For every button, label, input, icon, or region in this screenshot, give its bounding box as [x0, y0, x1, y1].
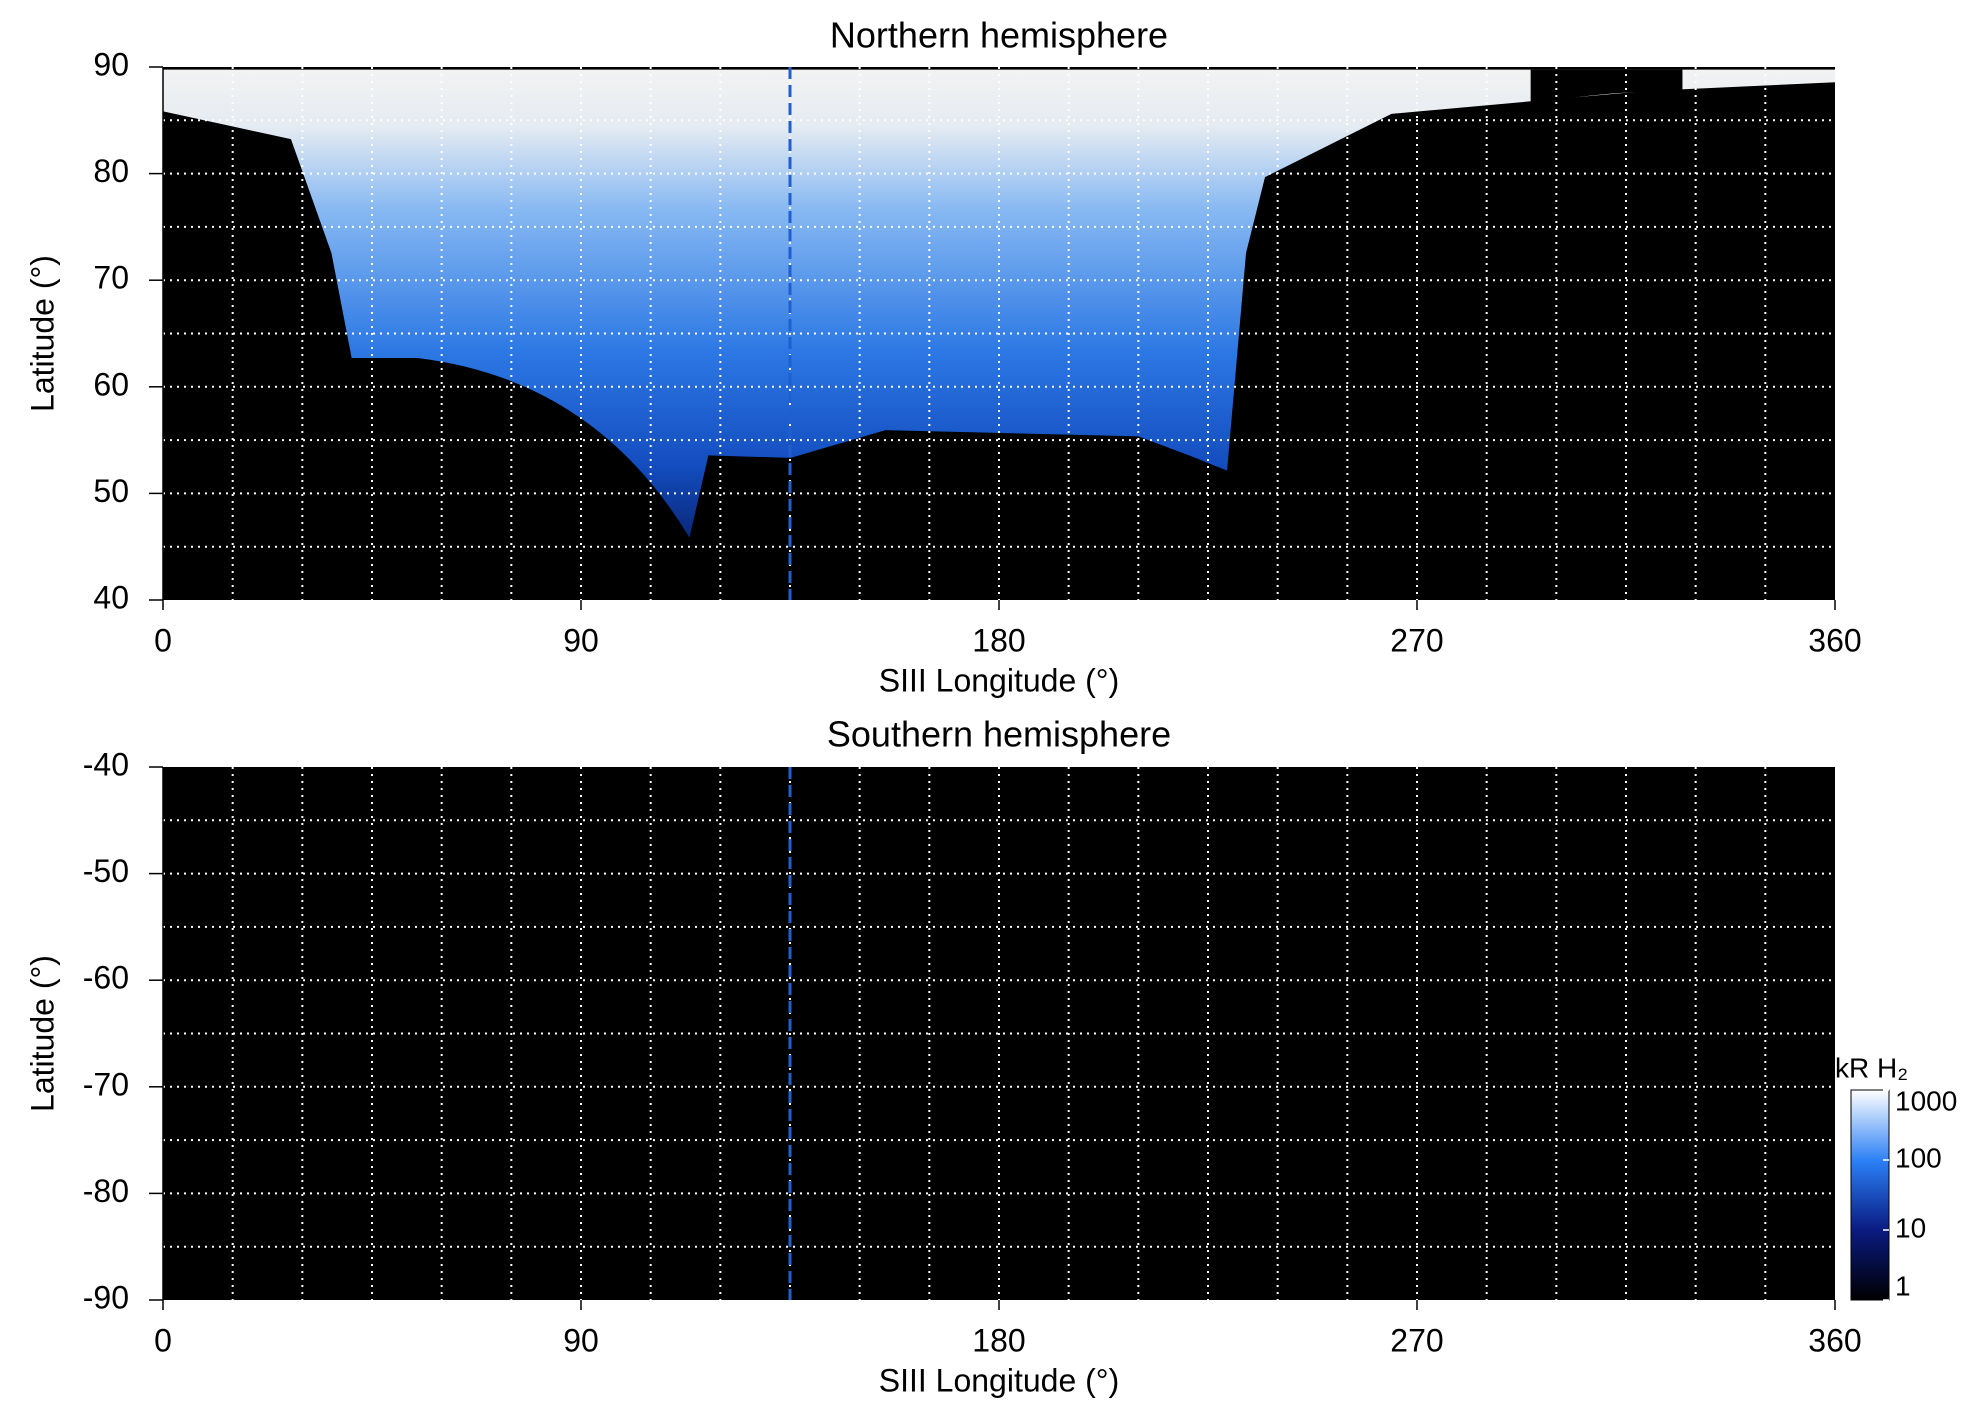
y-tick-label: 60 — [93, 366, 129, 402]
x-tick-label: 360 — [1808, 1322, 1861, 1358]
x-tick-label: 90 — [563, 622, 599, 658]
y-tick-label: -60 — [83, 960, 129, 996]
colorbar-tick-label: 1 — [1895, 1270, 1911, 1301]
colorbar-label: kR H₂ — [1835, 1052, 1908, 1083]
x-tick-label: 360 — [1808, 622, 1861, 658]
y-tick-label: 40 — [93, 579, 129, 615]
colorbar-tick-label: 100 — [1895, 1142, 1942, 1173]
x-tick-label: 90 — [563, 1322, 599, 1358]
y-tick-label: 80 — [93, 153, 129, 189]
chart-title: Northern hemisphere — [830, 15, 1168, 56]
y-tick-label: -90 — [83, 1279, 129, 1315]
y-tick-label: 70 — [93, 260, 129, 296]
y-tick-label: -40 — [83, 746, 129, 782]
colorbar-tick-label: 1000 — [1895, 1085, 1957, 1116]
y-axis-label: Latitude (°) — [24, 255, 60, 412]
x-tick-label: 180 — [972, 1322, 1025, 1358]
y-tick-label: -50 — [83, 853, 129, 889]
chart-title: Southern hemisphere — [827, 714, 1171, 755]
x-tick-label: 270 — [1390, 622, 1443, 658]
colorbar — [1850, 1089, 1890, 1301]
y-tick-label: -70 — [83, 1066, 129, 1102]
x-axis-label: SIII Longitude (°) — [879, 662, 1119, 698]
colorbar-tick-label: 10 — [1895, 1212, 1926, 1243]
y-tick-label: 90 — [93, 46, 129, 82]
x-tick-label: 180 — [972, 622, 1025, 658]
y-axis-label: Latitude (°) — [24, 955, 60, 1112]
x-tick-label: 0 — [154, 622, 172, 658]
y-tick-label: 50 — [93, 473, 129, 509]
y-tick-label: -80 — [83, 1173, 129, 1209]
x-tick-label: 270 — [1390, 1322, 1443, 1358]
x-axis-label: SIII Longitude (°) — [879, 1362, 1119, 1398]
x-tick-label: 0 — [154, 1322, 172, 1358]
